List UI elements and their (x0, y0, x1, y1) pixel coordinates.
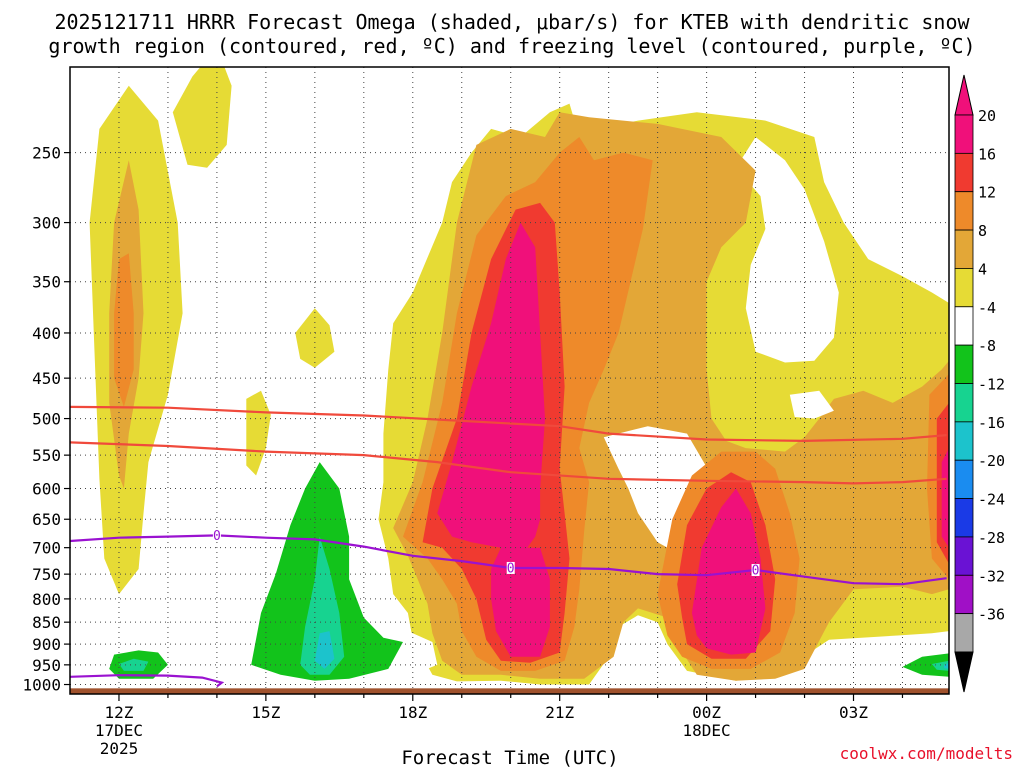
y-tick-label-800: 800 (32, 590, 61, 609)
colorbar-label-10: -24 (978, 491, 1005, 509)
y-tick-label-700: 700 (32, 539, 61, 558)
freezing-label-bg-1 (506, 561, 515, 574)
colorbar-swatch-5 (954, 306, 974, 346)
y-tick-label-550: 550 (32, 446, 61, 465)
chart-title-line1: 2025121711 HRRR Forecast Omega (shaded, … (54, 10, 970, 34)
colorbar-label-12: -32 (978, 567, 1005, 585)
colorbar-swatch-6 (954, 344, 974, 384)
dendritic-isotherm--12C (70, 405, 947, 443)
omega-region-32 (314, 631, 335, 669)
dendritic-isotherm--18C (70, 441, 947, 485)
omega-region-30 (119, 658, 149, 671)
colorbar-label-7: -12 (978, 376, 1005, 394)
omega-region-31 (931, 660, 949, 671)
colorbar-label-6: -8 (978, 337, 996, 355)
omega-region-9 (114, 253, 134, 407)
y-tick-label-600: 600 (32, 480, 61, 499)
x-tick-label-03Z-0: 03Z (839, 703, 868, 722)
colorbar-swatch-12 (954, 574, 974, 615)
credit-text: coolwx.com/modelts (840, 744, 1013, 763)
colorbar-label-2: 12 (978, 184, 996, 202)
colorbar-swatch-3 (954, 229, 974, 269)
colorbar-swatch-8 (954, 421, 974, 461)
omega-region-22 (941, 448, 949, 548)
x-tick-label-21Z-0: 21Z (545, 703, 574, 722)
plot-area: 0 0 0 (70, 67, 949, 694)
freezing-label-bg-0 (212, 529, 221, 542)
freezing-label-1: 0 (507, 561, 515, 576)
y-tick-label-950: 950 (32, 656, 61, 675)
y-tick-label-850: 850 (32, 613, 61, 632)
colorbar-swatch-7 (954, 383, 974, 423)
y-tick-label-1000: 1000 (22, 676, 61, 695)
colorbar-swatch-13 (954, 613, 974, 653)
colorbar-label-13: -36 (978, 606, 1005, 624)
colorbar-swatch-2 (954, 191, 974, 231)
omega-region-6 (736, 137, 839, 363)
colorbar-swatch-1 (954, 152, 974, 193)
omega-region-20 (491, 547, 550, 657)
freezing-level-0C-sfc (70, 674, 225, 688)
colorbar-swatch-10 (954, 498, 974, 538)
x-axis-label: Forecast Time (UTC) (401, 747, 618, 768)
terrain-band (70, 688, 949, 694)
x-tick-label-00Z-1: 18DEC (683, 721, 731, 740)
omega-region-29 (300, 536, 345, 675)
omega-region-11 (789, 390, 834, 419)
x-tick-label-18Z-0: 18Z (398, 703, 427, 722)
freezing-label-2: 0 (752, 564, 760, 579)
colorbar-swatch-11 (954, 536, 974, 576)
y-tick-label-750: 750 (32, 565, 61, 584)
colorbar-label-4: 4 (978, 260, 987, 278)
x-tick-label-12Z-0: 12Z (105, 703, 134, 722)
colorbar-top-arrow (954, 74, 974, 116)
x-tick-label-12Z-1: 17DEC (95, 721, 143, 740)
freezing-label-bg-2 (751, 564, 760, 577)
omega-region-21 (691, 488, 766, 655)
plot-frame (69, 66, 950, 695)
omega-region-19 (437, 222, 545, 551)
colorbar-label-8: -16 (978, 414, 1005, 432)
y-tick-label-450: 450 (32, 369, 61, 388)
colorbar-label-0: 20 (978, 107, 996, 125)
y-tick-label-250: 250 (32, 144, 61, 163)
y-tick-label-400: 400 (32, 324, 61, 343)
colorbar-swatch-9 (954, 459, 974, 499)
chart-title-line2: growth region (contoured, red, ºC) and f… (48, 34, 975, 58)
colorbar-swatch-0 (954, 114, 974, 154)
y-tick-label-350: 350 (32, 273, 61, 292)
x-tick-label-15Z-0: 15Z (251, 703, 280, 722)
y-tick-label-500: 500 (32, 410, 61, 429)
y-tick-label-300: 300 (32, 214, 61, 233)
colorbar-label-3: 8 (978, 222, 987, 240)
colorbar-label-1: 16 (978, 145, 996, 163)
freezing-label-0: 0 (213, 529, 221, 544)
colorbar-swatch-4 (954, 268, 974, 308)
colorbar-label-9: -20 (978, 452, 1005, 470)
colorbar: 20 16 12 8 4 -4 -8 -12 -16 -20 -24 -28 -32 -36 (954, 74, 1005, 693)
y-tick-label-650: 650 (32, 510, 61, 529)
omega-region-33 (944, 662, 949, 669)
x-tick-label-00Z-0: 00Z (692, 703, 721, 722)
colorbar-label-5: -4 (978, 299, 996, 317)
y-tick-label-900: 900 (32, 635, 61, 654)
x-tick-label-12Z-2: 2025 (100, 739, 139, 758)
colorbar-label-11: -28 (978, 529, 1005, 547)
colorbar-bottom-arrow (954, 651, 974, 693)
